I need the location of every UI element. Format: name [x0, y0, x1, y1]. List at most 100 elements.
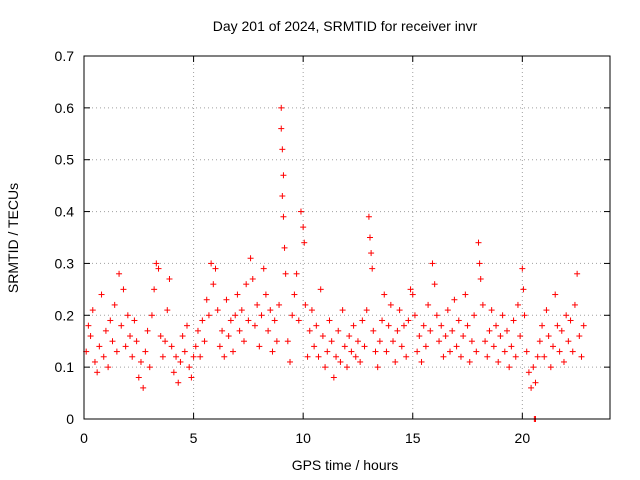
data-point: [368, 250, 375, 257]
data-point: [186, 364, 193, 371]
data-point: [484, 353, 491, 360]
data-point: [214, 307, 221, 314]
data-point: [427, 327, 434, 334]
data-point: [142, 348, 149, 355]
data-point: [400, 322, 407, 329]
data-point: [146, 364, 153, 371]
data-point: [536, 338, 543, 345]
x-axis-label: GPS time / hours: [292, 457, 399, 473]
data-point: [137, 358, 144, 365]
data-point: [462, 291, 469, 298]
data-points: [83, 104, 587, 422]
x-tick-label: 0: [80, 430, 88, 446]
data-point: [279, 193, 286, 200]
data-point: [308, 307, 315, 314]
data-point: [267, 307, 274, 314]
plot-frame: [83, 55, 611, 420]
data-point: [488, 307, 495, 314]
data-point: [155, 265, 162, 272]
data-point: [230, 348, 237, 355]
data-point: [251, 322, 258, 329]
data-point: [530, 364, 537, 371]
data-point: [278, 125, 285, 132]
data-point: [269, 348, 276, 355]
data-point: [506, 364, 513, 371]
data-point: [519, 265, 526, 272]
data-point: [565, 338, 572, 345]
data-point: [514, 301, 521, 308]
data-point: [571, 301, 578, 308]
y-tick-label: 0.3: [55, 255, 75, 271]
data-point: [282, 270, 289, 277]
data-point: [221, 353, 228, 360]
data-point: [306, 327, 313, 334]
data-point: [234, 291, 241, 298]
data-point: [429, 260, 436, 267]
data-point: [425, 301, 432, 308]
data-point: [416, 333, 423, 340]
data-point: [372, 348, 379, 355]
data-point: [476, 260, 483, 267]
data-point: [129, 353, 136, 360]
data-point: [394, 327, 401, 334]
data-point: [525, 369, 532, 376]
data-point: [348, 348, 355, 355]
data-point: [240, 338, 247, 345]
data-point: [403, 353, 410, 360]
data-point: [330, 374, 337, 381]
data-point: [550, 343, 557, 350]
data-point: [337, 358, 344, 365]
data-point: [162, 338, 169, 345]
data-point: [279, 146, 286, 153]
data-point: [118, 322, 125, 329]
data-point: [451, 296, 458, 303]
data-point: [293, 270, 300, 277]
data-point: [346, 333, 353, 340]
data-point: [444, 307, 451, 314]
data-point: [431, 281, 438, 288]
data-point: [479, 301, 486, 308]
data-point: [556, 348, 563, 355]
x-axis-ticks: 0 5 10 15 20: [80, 56, 530, 446]
data-point: [558, 327, 565, 334]
data-point: [258, 312, 265, 319]
data-point: [539, 322, 546, 329]
data-point: [273, 338, 280, 345]
data-point: [124, 312, 131, 319]
data-point: [227, 317, 234, 324]
data-point: [344, 364, 350, 371]
data-point: [517, 333, 524, 340]
data-point: [212, 265, 219, 272]
data-point: [369, 265, 376, 272]
data-point: [87, 333, 94, 340]
data-point: [300, 224, 307, 231]
data-point: [280, 172, 287, 179]
data-point: [177, 358, 184, 365]
data-point: [545, 333, 552, 340]
data-point: [203, 296, 210, 303]
y-tick-label: 0.1: [55, 359, 75, 375]
data-point: [262, 291, 269, 298]
data-point: [523, 348, 530, 355]
grid-lines: [84, 56, 610, 419]
data-point: [460, 333, 467, 340]
data-point: [287, 358, 294, 365]
data-point: [339, 307, 346, 314]
data-point: [188, 374, 195, 381]
data-point: [475, 239, 482, 246]
data-point: [157, 333, 164, 340]
data-point: [580, 322, 587, 329]
data-point: [113, 348, 120, 355]
data-point: [254, 301, 261, 308]
data-point: [374, 364, 381, 371]
data-point: [370, 327, 377, 334]
data-point: [265, 327, 272, 334]
data-point: [278, 104, 285, 111]
data-point: [379, 317, 386, 324]
y-axis-label: SRMTID / TECUs: [5, 183, 21, 293]
data-point: [194, 327, 201, 334]
data-point: [236, 327, 243, 334]
data-point: [365, 213, 372, 220]
data-point: [315, 353, 322, 360]
data-point: [552, 291, 559, 298]
